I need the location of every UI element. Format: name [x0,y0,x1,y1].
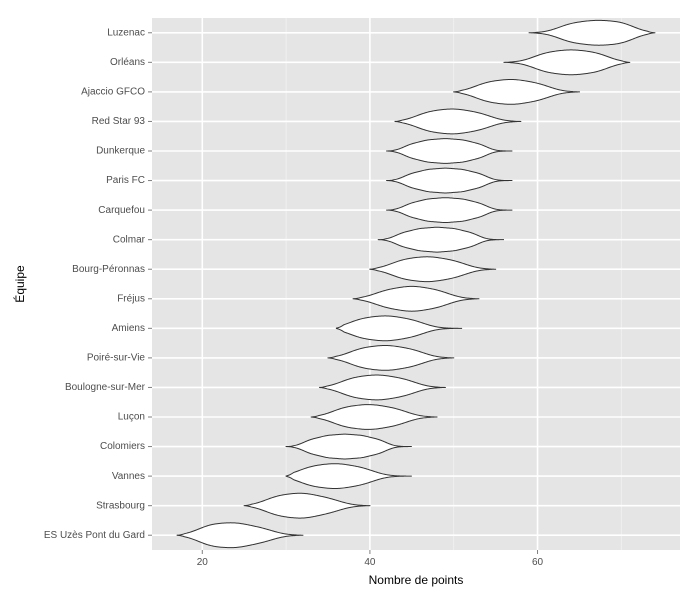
violin-lu-on [310,404,438,430]
violin-vannes [285,463,412,490]
y-tick-label: Strasbourg [96,500,145,511]
violin-amiens [335,315,463,342]
violin-ajaccio-gfco [453,78,580,105]
y-tick-label: Carquefou [98,205,145,216]
y-tick-label: Dunkerque [96,146,145,157]
violin-es-uz-s-pont-du-gard [176,522,304,549]
y-tick-label: Colomiers [100,441,145,452]
plot-panel [152,18,680,550]
x-tick-label: 20 [197,557,209,568]
y-tick-label: Colmar [113,234,146,245]
violin-bourg-p-ronnas [369,256,497,283]
y-tick-label: ES Uzès Pont du Gard [44,530,145,541]
y-tick-label: Vannes [112,471,145,482]
y-tick-label: Poiré-sur-Vie [87,353,146,364]
violin-fr-jus [352,285,480,312]
y-tick-label: Fréjus [117,293,145,304]
violin-poir-sur-vie [327,344,455,371]
x-tick-label: 60 [532,557,544,568]
y-tick-label: Luzenac [107,27,145,38]
violins [176,19,656,549]
violin-colomiers [285,433,412,460]
y-axis-title: Équipe [12,265,27,303]
x-tick-labels: 20 40 60 [197,550,544,568]
x-axis-title: Nombre de points [369,573,464,587]
violin-dunkerque [386,138,513,164]
violin-orl-ans [503,49,631,76]
violin-colmar [377,226,505,253]
y-tick-label: Boulogne-sur-Mer [65,382,146,393]
violin-strasbourg [243,492,371,519]
violin-luzenac [528,19,656,46]
x-tick-label: 40 [364,557,376,568]
y-tick-labels: Luzenac Orléans Ajaccio GFCO Red Star 93 Dun… [44,27,152,541]
violin-paris-fc [386,167,513,194]
y-tick-label: Bourg-Péronnas [72,264,145,275]
y-tick-label: Red Star 93 [92,116,146,127]
y-tick-label: Amiens [112,323,145,334]
y-tick-label: Ajaccio GFCO [81,87,145,98]
y-tick-label: Paris FC [106,175,145,186]
violin-carquefou [386,197,513,224]
y-tick-label: Orléans [110,57,145,68]
violin-boulogne-sur-mer [319,374,446,401]
y-tick-label: Luçon [118,412,145,423]
violin-red-star-93 [394,108,522,135]
